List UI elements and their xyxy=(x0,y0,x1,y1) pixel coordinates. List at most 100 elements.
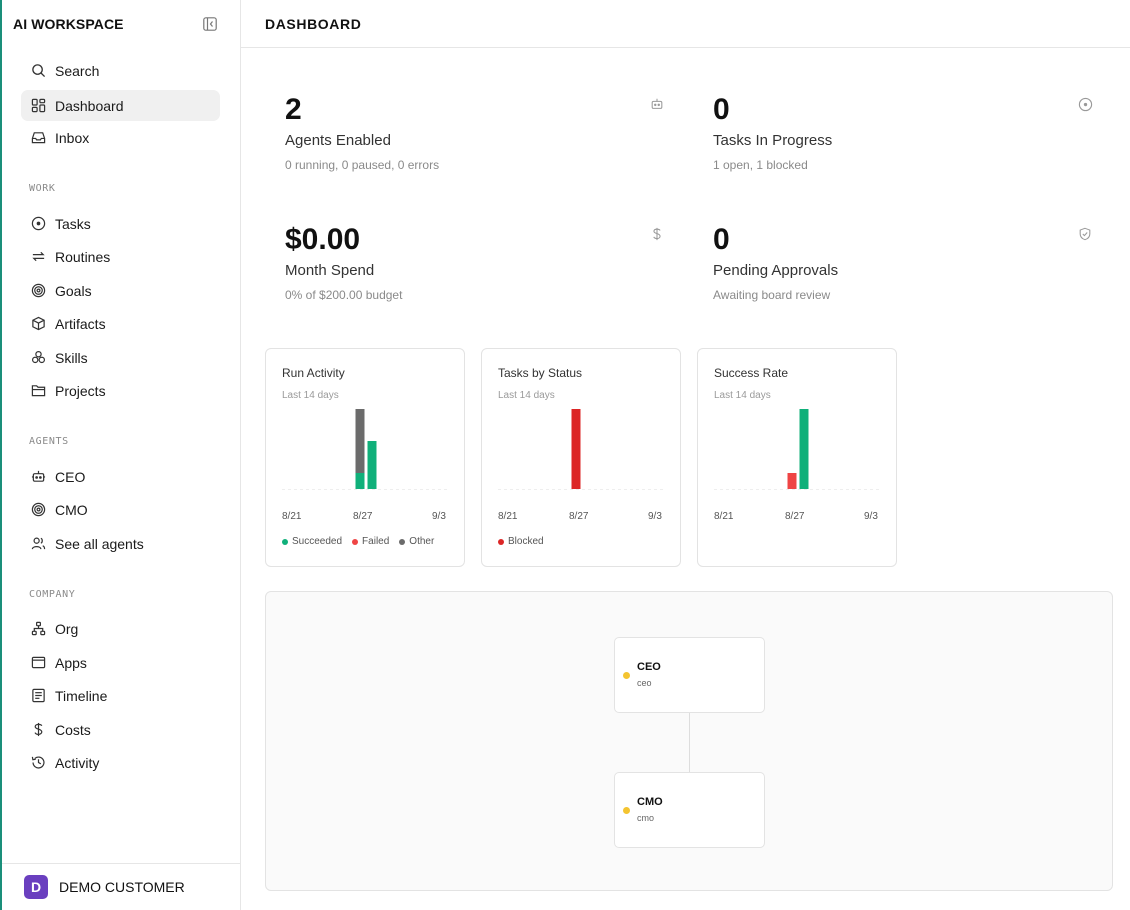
sidebar-item-label: Projects xyxy=(55,382,106,399)
status-dot xyxy=(623,672,630,679)
legend-label: Blocked xyxy=(508,536,544,547)
chart-title: Tasks by Status xyxy=(498,366,583,380)
shield-check-icon xyxy=(1077,226,1093,242)
sidebar-item-routines[interactable]: Routines xyxy=(21,241,220,272)
dashboard-icon xyxy=(29,97,47,115)
x-tick-label: 8/21 xyxy=(714,511,734,522)
sidebar-item-label: Costs xyxy=(55,721,91,738)
stat-pending-approvals[interactable]: 0 Pending Approvals Awaiting board revie… xyxy=(713,222,1093,332)
legend-item-succeeded: Succeeded xyxy=(282,536,342,547)
sidebar-item-artifacts[interactable]: Artifacts xyxy=(21,308,220,339)
circle-dot-icon xyxy=(29,215,47,233)
sidebar-item-label: Routines xyxy=(55,248,111,265)
x-tick-label: 9/3 xyxy=(432,511,446,522)
sidebar-item-label: CMO xyxy=(55,501,88,518)
bar-succeeded-8-27[interactable] xyxy=(355,473,365,489)
stat-month-spend[interactable]: $0.00 Month Spend 0% of $200.00 budget xyxy=(285,222,665,332)
sidebar-item-label: Inbox xyxy=(55,129,90,146)
sidebar-item-label: CEO xyxy=(55,468,86,485)
sidebar-item-cmo[interactable]: CMO xyxy=(21,494,220,525)
sidebar-item-label: Timeline xyxy=(55,687,108,704)
sidebar-item-apps[interactable]: Apps xyxy=(21,647,220,678)
sidebar-item-tasks[interactable]: Tasks xyxy=(21,208,220,239)
chart-subtitle: Last 14 days xyxy=(498,390,555,401)
sidebar-item-see-all-agents[interactable]: See all agents xyxy=(21,528,220,559)
section-label-work: WORK xyxy=(29,183,56,194)
bar-succeeded-8-28[interactable] xyxy=(367,441,377,489)
bar-blocked-8-27[interactable] xyxy=(571,409,581,489)
sidebar-item-skills[interactable]: Skills xyxy=(21,342,220,373)
bar-other-8-27[interactable] xyxy=(355,409,365,473)
stat-agents-enabled[interactable]: 2 Agents Enabled 0 running, 0 paused, 0 … xyxy=(285,92,665,202)
org-node-ceo[interactable]: CEO ceo xyxy=(614,637,765,713)
stat-value: $0.00 xyxy=(285,223,361,256)
x-tick-label: 8/21 xyxy=(282,511,302,522)
stat-value: 0 xyxy=(713,223,730,256)
sidebar-item-label: Apps xyxy=(55,654,87,671)
accent-edge xyxy=(0,0,2,910)
sidebar-item-timeline[interactable]: Timeline xyxy=(21,680,220,711)
legend-item-blocked: Blocked xyxy=(498,536,544,547)
legend-label: Other xyxy=(409,536,435,547)
avatar: D xyxy=(24,875,48,899)
sidebar-item-org[interactable]: Org xyxy=(21,613,220,644)
status-dot xyxy=(623,807,630,814)
search-icon xyxy=(29,62,47,80)
sidebar-item-label: Search xyxy=(55,62,100,79)
stat-title: Pending Approvals xyxy=(713,262,839,279)
sidebar-item-search[interactable]: Search xyxy=(21,55,220,86)
dollar-icon xyxy=(29,721,47,739)
x-tick-label: 8/27 xyxy=(569,511,589,522)
sidebar-item-label: Tasks xyxy=(55,215,91,232)
circle-dot-icon xyxy=(1077,96,1093,112)
sidebar-item-ceo[interactable]: CEO xyxy=(21,461,220,492)
company-switcher[interactable]: D DEMO CUSTOMER xyxy=(2,863,240,910)
sidebar-item-projects[interactable]: Projects xyxy=(21,375,220,406)
org-connector xyxy=(689,712,690,772)
stat-title: Tasks In Progress xyxy=(713,132,833,149)
history-icon xyxy=(29,754,47,772)
sidebar: AI WORKSPACE Search Dashboard Inbox WORK… xyxy=(2,0,241,910)
x-tick-label: 8/27 xyxy=(785,511,805,522)
stat-subtitle: Awaiting board review xyxy=(713,288,831,302)
bar-success-rate-8-28[interactable] xyxy=(799,409,809,489)
legend-label: Failed xyxy=(362,536,390,547)
robot-icon xyxy=(649,96,665,112)
chart-legend: Blocked xyxy=(498,536,544,547)
x-tick-label: 9/3 xyxy=(864,511,878,522)
bar-success-rate-8-27[interactable] xyxy=(787,473,797,489)
x-tick-label: 8/27 xyxy=(353,511,373,522)
collapse-sidebar-icon[interactable] xyxy=(201,15,219,33)
sidebar-item-label: Org xyxy=(55,620,79,637)
sidebar-item-dashboard[interactable]: Dashboard xyxy=(21,90,220,121)
sidebar-item-goals[interactable]: Goals xyxy=(21,275,220,306)
stat-subtitle: 1 open, 1 blocked xyxy=(713,158,808,172)
stat-title: Month Spend xyxy=(285,262,375,279)
sidebar-item-label: Goals xyxy=(55,282,92,299)
chart-subtitle: Last 14 days xyxy=(714,390,771,401)
inbox-icon xyxy=(29,129,47,147)
sidebar-item-label: See all agents xyxy=(55,535,144,552)
legend-item-failed: Failed xyxy=(352,536,389,547)
chart-subtitle: Last 14 days xyxy=(282,390,339,401)
node-role: cmo xyxy=(637,813,655,823)
sidebar-item-label: Skills xyxy=(55,349,88,366)
chart-title: Success Rate xyxy=(714,366,789,380)
sidebar-item-costs[interactable]: Costs xyxy=(21,714,220,745)
legend-item-other: Other xyxy=(399,536,434,547)
node-name: CEO xyxy=(637,661,661,673)
sidebar-item-label: Activity xyxy=(55,754,100,771)
target-icon xyxy=(29,501,47,519)
sidebar-item-inbox[interactable]: Inbox xyxy=(21,122,220,153)
org-node-cmo[interactable]: CMO cmo xyxy=(614,772,765,848)
sidebar-item-activity[interactable]: Activity xyxy=(21,747,220,778)
chart-tasks-by-status: Tasks by Status Last 14 days 8/21 8/27 9… xyxy=(481,348,681,567)
x-tick-label: 8/21 xyxy=(498,511,518,522)
legend-label: Succeeded xyxy=(292,536,343,547)
stat-tasks-in-progress[interactable]: 0 Tasks In Progress 1 open, 1 blocked xyxy=(713,92,1093,202)
section-label-company: COMPANY xyxy=(29,589,76,600)
section-label-agents: AGENTS xyxy=(29,436,69,447)
stat-subtitle: 0% of $200.00 budget xyxy=(285,288,403,302)
chart-success-rate: Success Rate Last 14 days 8/21 8/27 9/3 xyxy=(697,348,897,567)
